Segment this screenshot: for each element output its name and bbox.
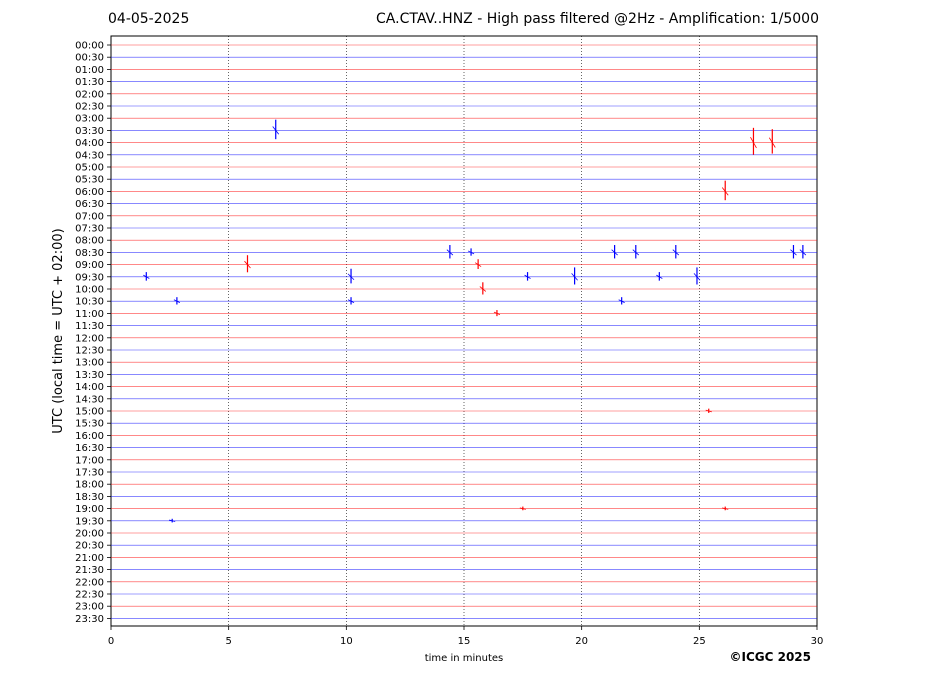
y-tick-label: 01:00 [75, 65, 104, 76]
y-tick-label: 20:30 [75, 541, 104, 552]
event-burst [722, 507, 729, 510]
event-burst [705, 409, 712, 413]
event-burst [446, 249, 454, 256]
event-burst [672, 249, 680, 256]
y-tick-label: 12:00 [75, 333, 104, 344]
y-tick-label: 08:00 [75, 236, 104, 247]
event-burst [799, 249, 807, 256]
y-tick-label: 16:00 [75, 431, 104, 442]
y-tick-label: 06:30 [75, 199, 104, 210]
y-tick-label: 05:30 [75, 175, 104, 186]
y-tick-label: 21:30 [75, 565, 104, 576]
event-burst [169, 519, 176, 522]
y-tick-label: 17:30 [75, 468, 104, 479]
chart-title: CA.CTAV..HNZ - High pass filtered @2Hz -… [376, 11, 819, 27]
x-axis-label: time in minutes [425, 653, 504, 664]
y-tick-label: 11:00 [75, 309, 104, 320]
event-burst [272, 126, 280, 135]
event-burst [618, 299, 625, 304]
y-tick-label: 14:30 [75, 394, 104, 405]
x-tick-label: 10 [340, 636, 353, 647]
y-tick-label: 05:00 [75, 163, 104, 174]
y-tick-label: 22:00 [75, 577, 104, 588]
event-burst [347, 273, 355, 281]
event-burst [656, 274, 663, 279]
y-tick-label: 00:00 [75, 41, 104, 52]
y-tick-label: 15:00 [75, 407, 104, 418]
y-tick-label: 14:00 [75, 382, 104, 393]
y-axis-label: UTC (local time = UTC + 02:00) [51, 228, 66, 433]
y-tick-label: 13:00 [75, 358, 104, 369]
event-burst [143, 274, 150, 279]
y-tick-label: 16:30 [75, 443, 104, 454]
event-burst [519, 507, 526, 510]
event-burst [768, 137, 776, 148]
event-burst [493, 311, 501, 315]
event-burst [571, 273, 578, 281]
event-burst [750, 137, 757, 149]
y-tick-label: 02:30 [75, 102, 104, 113]
event-burst [474, 262, 482, 267]
y-tick-label: 07:30 [75, 224, 104, 235]
y-tick-label: 23:30 [75, 614, 104, 625]
x-tick-label: 25 [693, 636, 706, 647]
event-burst [693, 273, 701, 281]
x-tick-label: 30 [811, 636, 824, 647]
event-burst [467, 250, 475, 255]
y-tick-label: 10:30 [75, 297, 104, 308]
y-tick-label: 09:00 [75, 260, 104, 271]
event-burst [524, 274, 531, 279]
y-tick-label: 10:00 [75, 285, 104, 296]
event-burst [244, 260, 251, 269]
y-tick-label: 17:00 [75, 455, 104, 466]
x-tick-label: 0 [108, 636, 114, 647]
y-tick-label: 04:30 [75, 150, 104, 161]
y-tick-label: 02:00 [75, 89, 104, 100]
y-tick-label: 21:00 [75, 553, 104, 564]
y-tick-label: 04:00 [75, 138, 104, 149]
y-tick-label: 09:30 [75, 272, 104, 283]
y-tick-label: 15:30 [75, 419, 104, 430]
date-label: 04-05-2025 [108, 11, 190, 27]
y-tick-label: 06:00 [75, 187, 104, 198]
y-tick-label: 23:00 [75, 602, 104, 613]
x-tick-label: 5 [225, 636, 231, 647]
x-tick-label: 15 [458, 636, 471, 647]
y-tick-label: 03:30 [75, 126, 104, 137]
y-tick-label: 00:30 [75, 53, 104, 64]
y-tick-label: 07:00 [75, 211, 104, 222]
y-tick-label: 01:30 [75, 77, 104, 88]
y-tick-label: 18:00 [75, 480, 104, 491]
y-tick-label: 12:30 [75, 346, 104, 357]
y-tick-label: 11:30 [75, 321, 104, 332]
event-burst [479, 286, 487, 292]
y-tick-label: 22:30 [75, 590, 104, 601]
event-burst [721, 187, 729, 196]
y-tick-label: 19:30 [75, 516, 104, 527]
x-tick-label: 20 [575, 636, 588, 647]
y-tick-label: 18:30 [75, 492, 104, 503]
event-burst [632, 249, 640, 256]
event-burst [347, 299, 355, 304]
y-tick-label: 19:00 [75, 504, 104, 515]
y-tick-label: 03:00 [75, 114, 104, 125]
copyright-label: ©ICGC 2025 [729, 650, 811, 664]
event-burst [173, 299, 181, 304]
event-burst [790, 249, 797, 256]
event-burst [611, 249, 618, 256]
y-tick-label: 20:00 [75, 529, 104, 540]
y-tick-label: 08:30 [75, 248, 104, 259]
y-tick-label: 13:30 [75, 370, 104, 381]
